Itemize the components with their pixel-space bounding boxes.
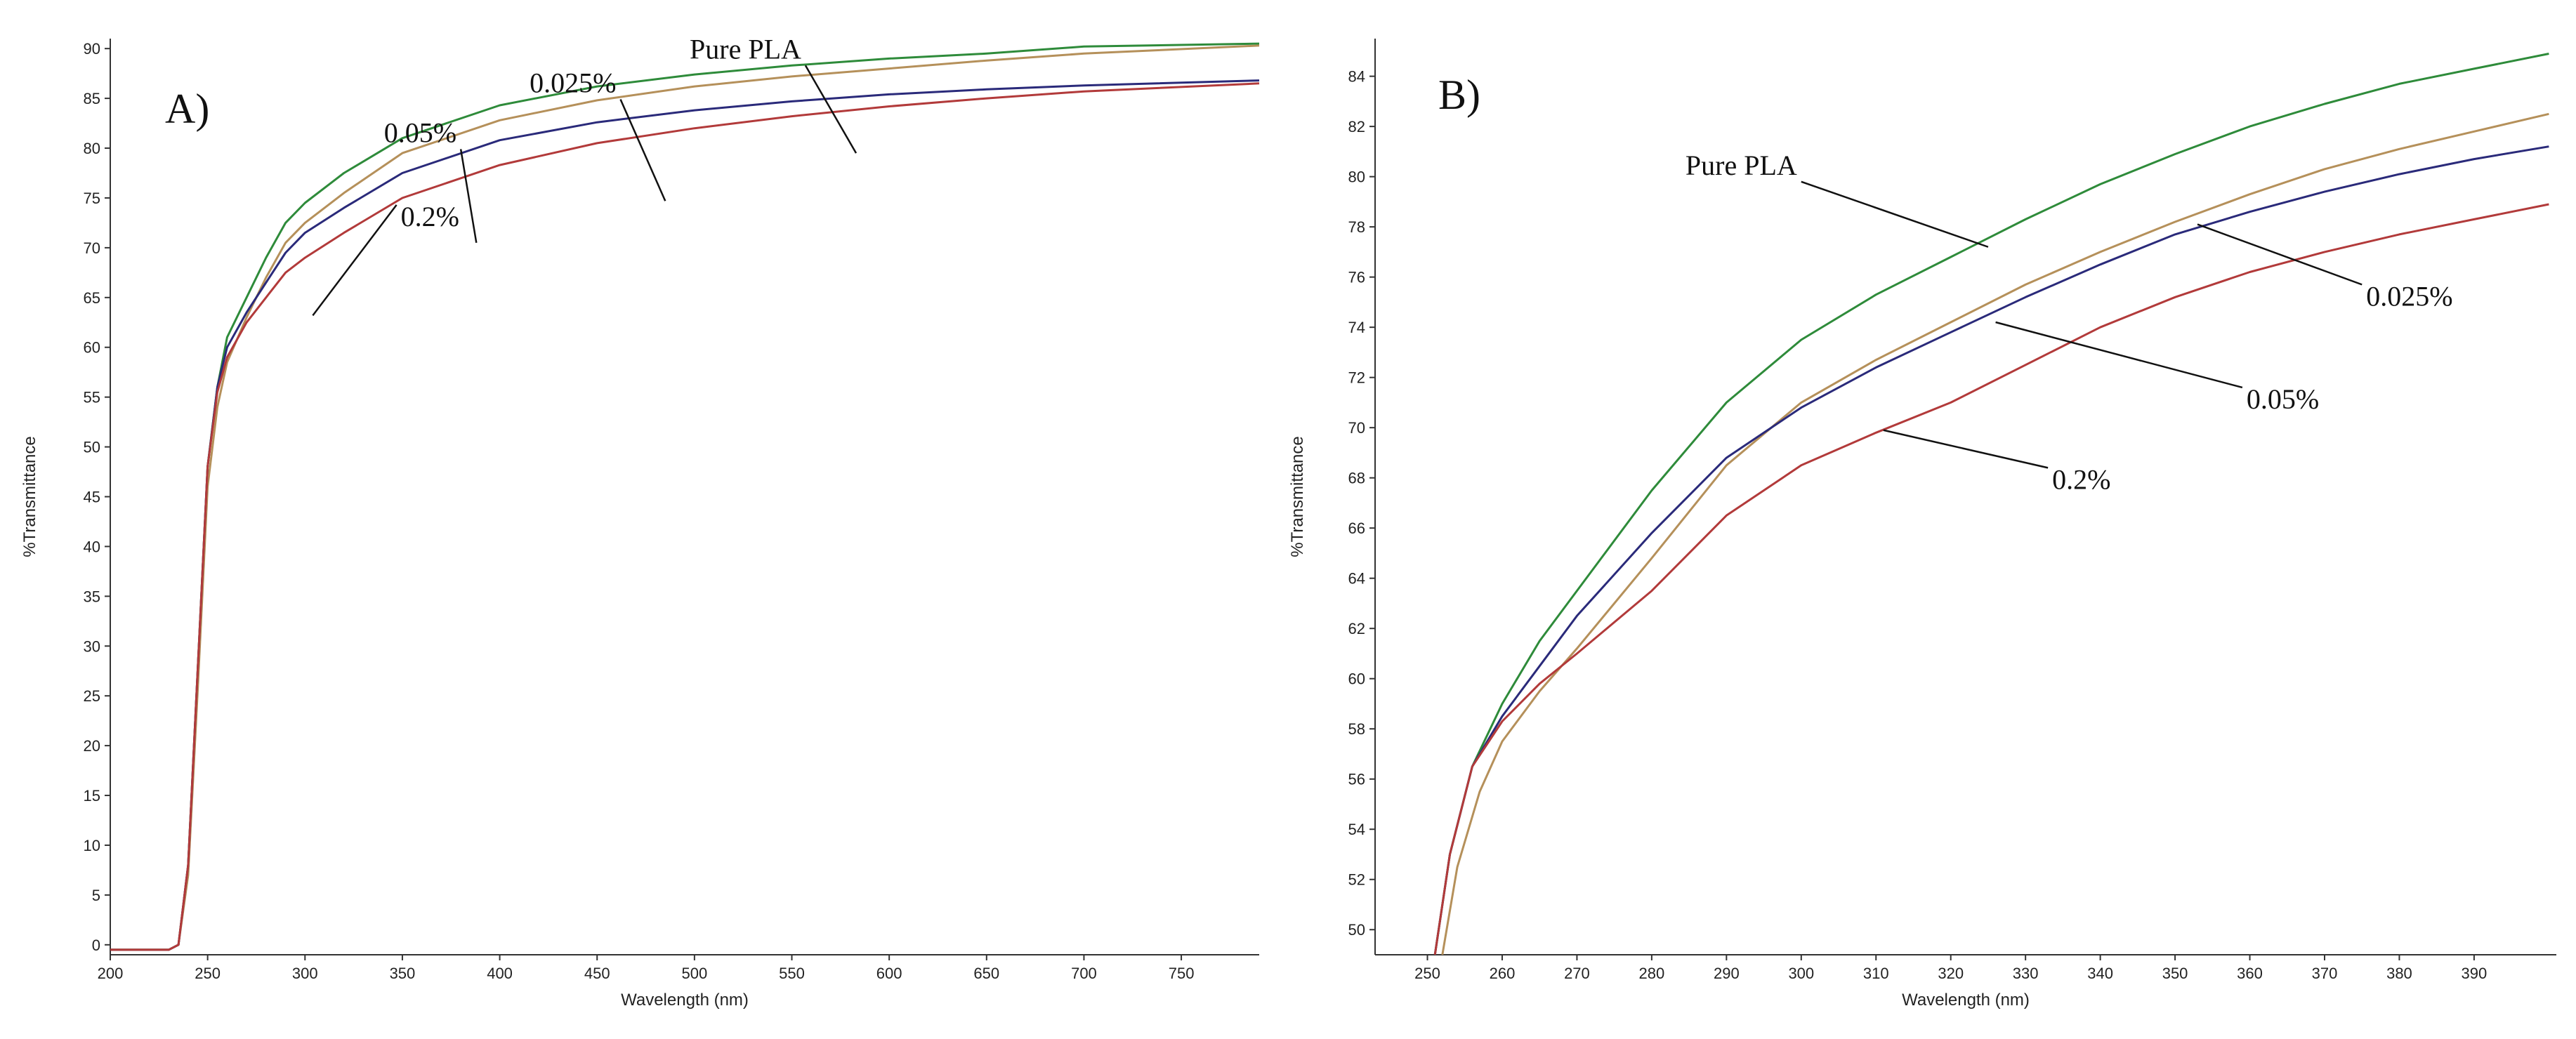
y-tick-label: 80 xyxy=(84,140,100,157)
panel-b-chart: 50 52 54 56 58 60 62 64 66 68 70 72 74 76 78 80 82 84 250 2… xyxy=(1288,39,2556,1010)
x-tick-label: 250 xyxy=(195,965,221,982)
panel-label: B) xyxy=(1438,72,1480,118)
y-tick-label: 60 xyxy=(1348,670,1365,688)
x-tick-label: 330 xyxy=(2013,965,2039,982)
x-tick-label: 200 xyxy=(98,965,124,982)
annotation-label: 0.025% xyxy=(2366,280,2452,312)
annotation-leader-line xyxy=(1801,180,1989,248)
series-line-0-2 xyxy=(110,82,1260,951)
y-tick-label: 68 xyxy=(1348,470,1365,487)
y-tick-label: 60 xyxy=(84,339,100,357)
x-tick-label: 500 xyxy=(682,965,708,982)
panel-a-chart: 0 5 10 15 20 25 30 35 40 45 50 55 60 65 70 75 80 85 90 200 2… xyxy=(20,33,1260,1010)
x-tick-label: 390 xyxy=(2462,965,2488,982)
annotation-label: Pure PLA xyxy=(690,33,801,65)
x-tick-label: 340 xyxy=(2087,965,2113,982)
y-tick-label: 66 xyxy=(1348,520,1365,537)
y-tick-label: 5 xyxy=(92,887,100,904)
annotation-label: 0.025% xyxy=(530,67,616,99)
y-tick-label: 70 xyxy=(84,239,100,257)
annotation-leader-line xyxy=(619,99,666,201)
annotation-label: Pure PLA xyxy=(1685,150,1797,181)
series-line-0-2 xyxy=(1433,203,2549,955)
annotation-label: 0.2% xyxy=(401,201,459,232)
annotation-label: 0.05% xyxy=(2247,383,2319,415)
y-tick-label: 50 xyxy=(84,439,100,456)
x-tick-label: 300 xyxy=(1788,965,1814,982)
annotation-leader-line xyxy=(1883,429,2049,469)
y-tick-label: 25 xyxy=(84,687,100,705)
y-tick-label: 20 xyxy=(84,737,100,755)
x-tick-label: 250 xyxy=(1414,965,1440,982)
y-tick-label: 56 xyxy=(1348,771,1365,788)
x-tick-label: 300 xyxy=(292,965,318,982)
y-tick-label: 85 xyxy=(84,90,100,107)
y-tick-label: 45 xyxy=(84,489,100,506)
y-tick-label: 76 xyxy=(1348,269,1365,286)
y-tick-label: 50 xyxy=(1348,921,1365,939)
annotation-leader-line xyxy=(1995,321,2243,389)
x-tick-label: 360 xyxy=(2237,965,2263,982)
y-tick-label: 82 xyxy=(1348,118,1365,135)
annotation-leader-line xyxy=(804,65,857,154)
y-tick-label: 62 xyxy=(1348,620,1365,637)
x-axis-label: Wavelength (nm) xyxy=(621,991,749,1010)
y-tick-label: 58 xyxy=(1348,720,1365,738)
x-tick-label: 750 xyxy=(1169,965,1195,982)
y-axis-label: %Transmittance xyxy=(1288,436,1307,557)
x-tick-label: 650 xyxy=(973,965,999,982)
x-tick-label: 270 xyxy=(1564,965,1590,982)
y-tick-label: 65 xyxy=(84,289,100,307)
annotation-label: 0.2% xyxy=(2052,463,2110,495)
y-tick-label: 40 xyxy=(84,538,100,555)
series-line-pure-pla xyxy=(110,42,1260,951)
panel-label: A) xyxy=(165,86,209,132)
x-tick-label: 350 xyxy=(2162,965,2188,982)
x-tick-label: 450 xyxy=(584,965,610,982)
x-tick-label: 370 xyxy=(2312,965,2338,982)
x-tick-label: 280 xyxy=(1639,965,1665,982)
x-axis-label: Wavelength (nm) xyxy=(1902,991,2030,1010)
y-tick-label: 64 xyxy=(1348,570,1365,588)
y-tick-label: 55 xyxy=(84,389,100,406)
x-tick-label: 320 xyxy=(1938,965,1964,982)
annotation-label: 0.05% xyxy=(384,117,456,148)
y-tick-label: 30 xyxy=(84,637,100,655)
x-tick-label: 350 xyxy=(390,965,416,982)
y-tick-label: 35 xyxy=(84,588,100,605)
x-tick-label: 310 xyxy=(1863,965,1889,982)
series-line-0-05 xyxy=(1433,145,2549,955)
y-tick-label: 78 xyxy=(1348,218,1365,236)
y-tick-label: 80 xyxy=(1348,168,1365,186)
y-tick-label: 10 xyxy=(84,837,100,854)
y-tick-label: 84 xyxy=(1348,68,1365,86)
series-line-0-025 xyxy=(110,44,1260,951)
x-tick-label: 290 xyxy=(1714,965,1740,982)
x-tick-label: 400 xyxy=(487,965,513,982)
x-tick-label: 700 xyxy=(1071,965,1097,982)
y-tick-label: 75 xyxy=(84,190,100,207)
annotation-leader-line xyxy=(2197,223,2363,286)
series-line-0-05 xyxy=(110,79,1260,951)
x-tick-label: 260 xyxy=(1490,965,1516,982)
annotation-leader-line xyxy=(459,149,478,243)
series-line-0-025 xyxy=(1441,112,2549,955)
x-tick-label: 380 xyxy=(2386,965,2412,982)
y-tick-label: 0 xyxy=(92,937,100,954)
y-tick-label: 74 xyxy=(1348,319,1365,336)
y-tick-label: 72 xyxy=(1348,369,1365,387)
x-tick-label: 550 xyxy=(779,965,805,982)
y-tick-label: 52 xyxy=(1348,871,1365,889)
annotation-leader-line xyxy=(312,204,397,317)
y-axis-label: %Transmittance xyxy=(20,436,39,557)
y-tick-label: 90 xyxy=(84,40,100,58)
series-line-pure-pla xyxy=(1433,53,2549,955)
y-tick-label: 70 xyxy=(1348,419,1365,437)
y-tick-label: 54 xyxy=(1348,821,1365,838)
x-tick-label: 600 xyxy=(876,965,902,982)
y-tick-label: 15 xyxy=(84,787,100,805)
